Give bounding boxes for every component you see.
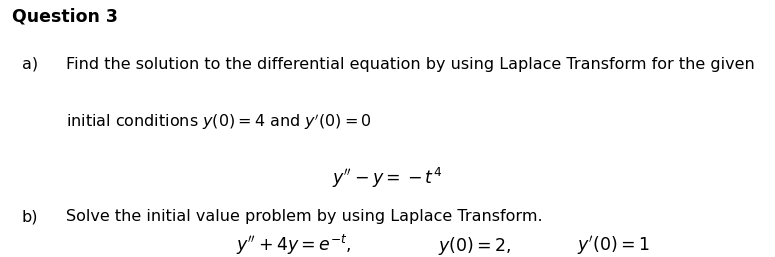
Text: Question 3: Question 3 (12, 8, 118, 26)
Text: b): b) (22, 209, 38, 224)
Text: a): a) (22, 57, 38, 71)
Text: $y'' - y = -t^4$: $y'' - y = -t^4$ (332, 166, 443, 190)
Text: initial conditions $y(0) = 4$ and $y'(0) = 0$: initial conditions $y(0) = 4$ and $y'(0)… (66, 112, 372, 132)
Text: $y(0) = 2,$: $y(0) = 2,$ (438, 235, 512, 257)
Text: $y'' + 4y = e^{-t},$: $y'' + 4y = e^{-t},$ (236, 233, 352, 257)
Text: $y'(0) = 1$: $y'(0) = 1$ (577, 234, 650, 257)
Text: Find the solution to the differential equation by using Laplace Transform for th: Find the solution to the differential eq… (66, 57, 755, 71)
Text: Solve the initial value problem by using Laplace Transform.: Solve the initial value problem by using… (66, 209, 542, 224)
